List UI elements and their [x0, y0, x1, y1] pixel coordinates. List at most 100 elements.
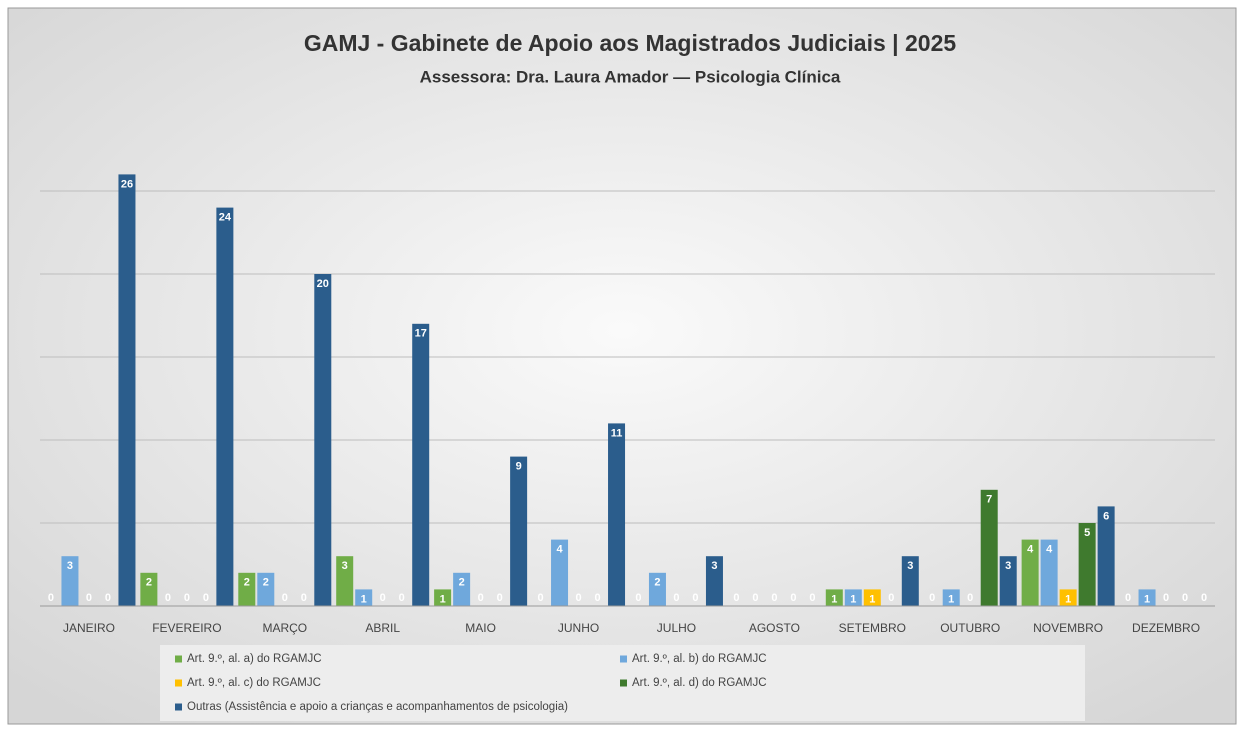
chart-title: GAMJ - Gabinete de Apoio aos Magistrados…	[304, 30, 957, 56]
value-label: 0	[48, 592, 54, 604]
bar	[608, 423, 626, 606]
value-label: 2	[244, 577, 250, 589]
bar	[336, 556, 354, 606]
bar	[980, 489, 998, 606]
value-label: 2	[654, 577, 660, 589]
value-label: 0	[282, 592, 288, 604]
legend-swatch	[175, 679, 182, 687]
value-label: 0	[86, 592, 92, 604]
bar	[510, 456, 528, 606]
value-label: 2	[459, 577, 465, 589]
value-label: 20	[317, 278, 329, 290]
value-label: 0	[1201, 592, 1207, 604]
legend-swatch	[175, 703, 182, 711]
value-label: 0	[165, 592, 171, 604]
value-label: 1	[361, 593, 367, 605]
value-label: 26	[121, 178, 133, 190]
legend-swatch	[175, 655, 182, 663]
bar	[216, 207, 234, 606]
legend-label: Outras (Assistência e apoio a crianças e…	[187, 701, 568, 713]
value-label: 1	[831, 593, 837, 605]
value-label: 0	[1125, 592, 1131, 604]
value-label: 11	[611, 427, 623, 439]
x-tick-label: FEVEREIRO	[152, 621, 221, 635]
value-label: 0	[929, 592, 935, 604]
value-label: 7	[986, 494, 992, 506]
bar	[453, 572, 471, 606]
value-label: 0	[1182, 592, 1188, 604]
bar	[1097, 506, 1115, 606]
value-label: 0	[478, 592, 484, 604]
value-label: 17	[415, 328, 427, 340]
bar	[551, 539, 569, 606]
bar	[257, 572, 275, 606]
value-label: 4	[1046, 544, 1053, 556]
x-tick-label: NOVEMBRO	[1033, 621, 1103, 635]
value-label: 0	[888, 592, 894, 604]
value-label: 0	[203, 592, 209, 604]
bar	[705, 556, 723, 606]
value-label: 0	[380, 592, 386, 604]
bar	[1059, 589, 1077, 606]
value-label: 2	[263, 577, 269, 589]
bar	[1021, 539, 1039, 606]
value-label: 24	[219, 212, 232, 224]
bar	[942, 589, 960, 606]
bar	[412, 323, 430, 606]
legend-label: Art. 9.º, al. d) do RGAMJC	[632, 677, 767, 689]
x-tick-label: MARÇO	[262, 621, 307, 635]
value-label: 1	[440, 593, 446, 605]
value-label: 0	[105, 592, 111, 604]
value-label: 0	[1163, 592, 1169, 604]
bar	[901, 556, 919, 606]
chart-frame	[7, 7, 1237, 725]
x-tick-label: MAIO	[465, 621, 496, 635]
value-label: 1	[948, 593, 954, 605]
legend-label: Art. 9.º, al. b) do RGAMJC	[632, 653, 767, 665]
value-label: 0	[752, 592, 758, 604]
bar	[999, 556, 1017, 606]
value-label: 1	[1065, 593, 1071, 605]
legend-swatch	[620, 655, 627, 663]
value-label: 2	[146, 577, 152, 589]
bar	[844, 589, 862, 606]
x-tick-label: JULHO	[657, 621, 696, 635]
x-tick-label: JANEIRO	[63, 621, 115, 635]
bar	[1138, 589, 1156, 606]
bar	[825, 589, 843, 606]
value-label: 3	[67, 560, 73, 572]
bar	[1078, 523, 1096, 606]
value-label: 0	[673, 592, 679, 604]
x-tick-label: ABRIL	[365, 621, 400, 635]
x-tick-label: DEZEMBRO	[1132, 621, 1200, 635]
value-label: 4	[556, 544, 563, 556]
bar	[140, 572, 158, 606]
bar	[118, 174, 136, 606]
bar	[434, 589, 452, 606]
value-label: 0	[771, 592, 777, 604]
value-label: 5	[1084, 527, 1090, 539]
value-label: 1	[869, 593, 875, 605]
value-label: 0	[790, 592, 796, 604]
value-label: 0	[497, 592, 503, 604]
value-label: 0	[594, 592, 600, 604]
x-tick-label: AGOSTO	[749, 621, 800, 635]
value-label: 1	[850, 593, 856, 605]
value-label: 0	[692, 592, 698, 604]
x-tick-label: OUTUBRO	[940, 621, 1000, 635]
value-label: 9	[516, 461, 522, 473]
x-tick-label: SETEMBRO	[839, 621, 906, 635]
value-label: 0	[184, 592, 190, 604]
value-label: 6	[1103, 510, 1109, 522]
legend-label: Art. 9.º, al. c) do RGAMJC	[187, 677, 321, 689]
bar	[1040, 539, 1058, 606]
bar	[314, 274, 332, 606]
value-label: 0	[301, 592, 307, 604]
legend-label: Art. 9.º, al. a) do RGAMJC	[187, 653, 322, 665]
value-label: 0	[967, 592, 973, 604]
value-label: 4	[1027, 544, 1034, 556]
value-label: 0	[733, 592, 739, 604]
value-label: 0	[575, 592, 581, 604]
